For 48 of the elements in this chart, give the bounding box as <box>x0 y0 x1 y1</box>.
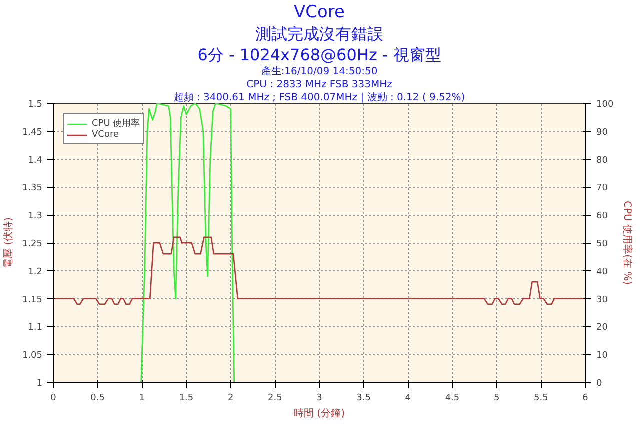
legend-label: VCore <box>92 130 119 140</box>
y2-tick-label: 40 <box>596 267 608 278</box>
x-tick-label: 1.5 <box>179 394 194 404</box>
x-tick-label: 0 <box>50 394 57 404</box>
text: 6分 - 1024x768@60Hz - 視窗型 <box>198 46 442 64</box>
x-axis-title: 時間 (分鐘) <box>294 408 346 420</box>
y2-tick-label: 50 <box>596 240 608 250</box>
y2-tick-label: 60 <box>596 212 608 222</box>
chart-subtitle: 測試完成沒有錯誤 <box>256 24 384 44</box>
x-tick-label: 3.5 <box>356 394 372 404</box>
y2-tick-label: 20 <box>596 323 608 334</box>
x-tick-label: 0.5 <box>90 394 106 404</box>
chart-title: VCore <box>294 2 345 22</box>
x-tick-label: 5.5 <box>534 394 548 404</box>
text: 產生:16/10/09 14:50:50 <box>261 66 378 78</box>
y-tick-label: 1.5 <box>28 100 43 110</box>
y-tick-label: 1.3 <box>28 212 43 222</box>
y-tick-label: 1.1 <box>28 323 43 334</box>
y-tick-label: 1.25 <box>22 240 43 250</box>
y-axis-title: 電壓 (伏特) <box>2 217 14 268</box>
y2-tick-label: 30 <box>596 295 608 306</box>
legend-label: CPU 使用率 <box>92 118 140 130</box>
text: 超頻 : 3400.61 MHz ; FSB 400.07MHz | 波動 : 0.12 ( 9.52%) <box>174 92 466 104</box>
text: CPU : 2833 MHz FSB 333MHz <box>246 80 392 90</box>
y2-axis-title: CPU 使用率(在 %) <box>622 201 634 286</box>
x-tick-label: 5 <box>494 394 500 404</box>
y-tick-label: 1.45 <box>22 128 43 138</box>
y2-tick-label: 70 <box>596 184 608 194</box>
x-tick-label: 1 <box>139 394 146 404</box>
y2-tick-label: 0 <box>596 379 602 389</box>
y2-tick-label: 90 <box>596 128 608 138</box>
x-tick-label: 2.5 <box>268 394 282 404</box>
y2-tick-label: 80 <box>596 156 608 166</box>
y-tick-label: 1.35 <box>22 184 43 194</box>
line-series <box>54 236 586 306</box>
y-tick-label: 1 <box>36 379 43 389</box>
x-tick-label: 4.5 <box>445 394 460 404</box>
y-tick-label: 1.2 <box>28 267 43 278</box>
y2-tick-label: 10 <box>596 351 608 362</box>
y2-tick-label: 100 <box>596 100 614 110</box>
y-tick-label: 1.05 <box>22 351 43 362</box>
x-tick-label: 3 <box>316 394 322 404</box>
y-tick-label: 1.4 <box>28 156 43 166</box>
y-tick-label: 1.15 <box>22 295 43 306</box>
line-series <box>140 104 236 382</box>
x-tick-label: 6 <box>582 394 589 404</box>
x-tick-label: 4 <box>405 394 412 404</box>
x-tick-label: 2 <box>228 394 234 404</box>
